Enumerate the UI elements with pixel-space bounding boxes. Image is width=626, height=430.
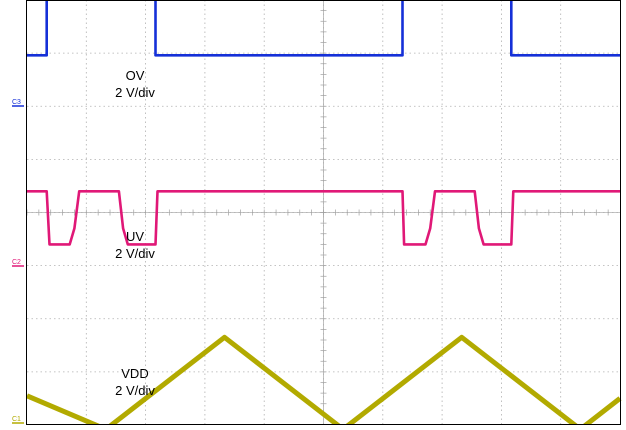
channel-marker-c1: C1 bbox=[12, 416, 21, 423]
graticule bbox=[26, 0, 620, 426]
channel-markers: C3 C2 C1 bbox=[12, 99, 24, 424]
channel-marker-c3: C3 bbox=[12, 99, 21, 106]
trace-c3 bbox=[27, 0, 620, 57]
trace-label-c2-line1: UV bbox=[126, 229, 144, 244]
trace-label-c1-line1: VDD bbox=[121, 366, 148, 381]
trace-label-c2-line2: 2 V/div bbox=[115, 246, 155, 261]
trace-label-c3-line1: OV bbox=[126, 68, 145, 83]
channel-marker-c2: C2 bbox=[12, 259, 21, 266]
trace-label-c3-line2: 2 V/div bbox=[115, 85, 155, 100]
trace-labels: OV 2 V/div UV 2 V/div VDD 2 V/div bbox=[115, 68, 155, 398]
trace-label-c1-line2: 2 V/div bbox=[115, 383, 155, 398]
trace-c2 bbox=[27, 190, 620, 246]
